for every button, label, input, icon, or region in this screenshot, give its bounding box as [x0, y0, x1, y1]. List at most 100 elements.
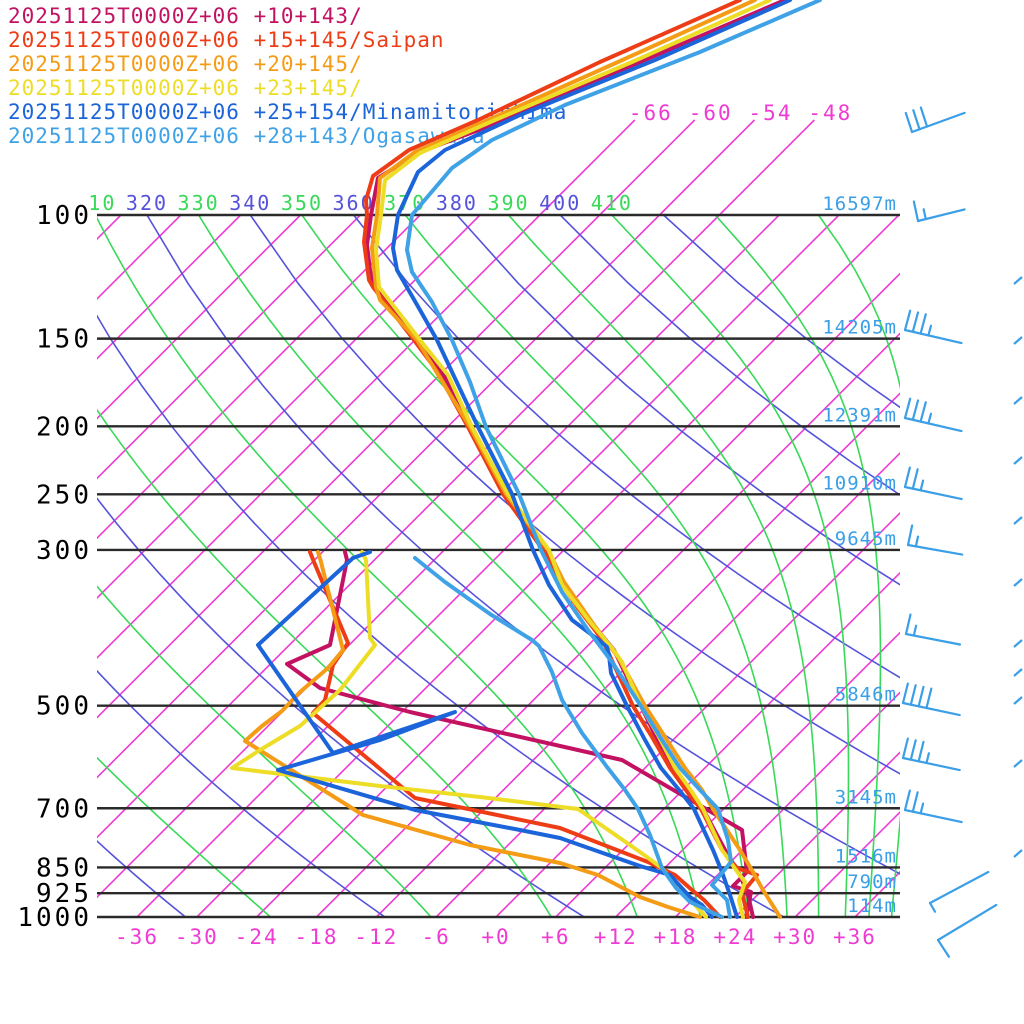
height-label: 16597m — [822, 193, 897, 215]
temp-axis-label: +36 — [833, 925, 877, 949]
pressure-axis-label: 1000 — [17, 903, 92, 933]
isotherm-line — [854, 870, 900, 917]
moist-adiabat-line — [97, 408, 553, 917]
wind-barb — [903, 789, 963, 824]
legend-text: 20251125T0000Z+06 +20+145/ — [8, 52, 363, 76]
wind-barb — [901, 682, 961, 717]
legend-line-2: 20251125T0000Z+06 +15+145/Saipan — [8, 28, 567, 52]
temp-axis-label: +30 — [773, 925, 817, 949]
moist-adiabat-line — [611, 215, 850, 917]
wind-barb — [904, 106, 966, 134]
wind-barb-fragment — [1013, 516, 1023, 525]
isotherm-line-extension — [718, 119, 815, 216]
sounding-dewpoint-trace — [256, 550, 714, 919]
pressure-axis-label: 300 — [36, 536, 92, 566]
temp-axis-label: -6 — [422, 925, 451, 949]
dry-adiabat-line — [352, 215, 900, 679]
legend-text: 20251125T0000Z+06 +25+154/Minamitorishim… — [8, 100, 568, 124]
isotherm-line — [97, 215, 601, 719]
legend-text: 20251125T0000Z+06 +15+145/Saipan — [8, 28, 445, 52]
dry-adiabat-top-label: 400 — [539, 191, 581, 215]
dry-adiabat-line — [97, 314, 786, 917]
dry-adiabat-top-label: 320 — [126, 191, 168, 215]
pressure-axis-label: 100 — [36, 201, 92, 231]
legend-line-4: 20251125T0000Z+06 +23+145/ — [8, 76, 567, 100]
legend-line-6: 20251125T0000Z+06 +28+143/Ogasawara — [8, 124, 567, 148]
moist-adiabat-top-label: 390 — [487, 191, 529, 215]
moist-adiabat-top-label: 330 — [178, 191, 220, 215]
legend-line-1: 20251125T0000Z+06 +10+143/ — [8, 4, 567, 28]
height-label: 114m — [847, 895, 897, 917]
legend-text: 20251125T0000Z+06 +10+143/ — [8, 4, 363, 28]
legend-text: 20251125T0000Z+06 +28+143/Ogasawara — [8, 124, 486, 148]
temp-axis-label: +0 — [481, 925, 510, 949]
wind-barb — [904, 613, 962, 646]
isotherm-line — [256, 272, 900, 917]
sounding-legend: 20251125T0000Z+06 +10+143/ 20251125T0000… — [8, 4, 567, 148]
pressure-axis-label: 250 — [36, 480, 92, 510]
dry-adiabat-top-label: 380 — [436, 191, 478, 215]
wind-barb — [936, 903, 998, 958]
legend-line-3: 20251125T0000Z+06 +20+145/ — [8, 52, 567, 76]
isotherm-top-label: -48 — [808, 101, 852, 125]
legend-text: 20251125T0000Z+06 +23+145/ — [8, 76, 363, 100]
dry-adiabat-top-label: 360 — [333, 191, 375, 215]
wind-barb-fragment — [1013, 849, 1023, 858]
legend-line-5: 20251125T0000Z+06 +25+154/Minamitorishim… — [8, 100, 567, 124]
height-label: 1516m — [835, 845, 897, 867]
wind-barb-fragment — [1013, 456, 1023, 465]
wind-barb — [928, 870, 990, 913]
sounding-dewpoint-trace — [230, 550, 708, 919]
isotherm-line — [315, 332, 900, 917]
moist-adiabat-top-label: 350 — [281, 191, 323, 215]
height-label: 3145m — [835, 786, 897, 808]
dry-adiabat-line — [456, 215, 900, 586]
wind-barb-fragment — [1013, 276, 1023, 285]
moist-adiabat-top-label: 310 — [74, 191, 116, 215]
pressure-axis-label: 925 — [36, 879, 92, 909]
sounding-dewpoint-trace — [308, 550, 722, 919]
moist-adiabat-line — [507, 215, 820, 917]
isotherm-line — [674, 691, 900, 917]
isotherm-line — [0, 215, 61, 917]
isotherm-line — [97, 215, 481, 600]
temp-axis-label: -24 — [235, 925, 279, 949]
temp-axis-label: +24 — [713, 925, 757, 949]
temp-axis-label: -12 — [354, 925, 398, 949]
moist-adiabat-line — [97, 216, 639, 917]
isotherm-line-extension — [599, 119, 696, 216]
moist-adiabat-line — [97, 756, 272, 917]
height-label: 790m — [847, 871, 897, 893]
temp-axis-label: -30 — [175, 925, 219, 949]
dry-adiabat-line — [97, 669, 387, 917]
sounding-dewpoint-trace — [413, 556, 724, 919]
isotherm-top-label: -60 — [689, 101, 733, 125]
height-label: 12391m — [822, 404, 897, 426]
isotherm-line-extension — [658, 119, 756, 216]
pressure-axis-label: 850 — [36, 853, 92, 883]
isotherm-line — [97, 215, 302, 420]
isotherm-line — [0, 215, 1, 917]
isotherm-line — [97, 215, 780, 899]
moist-adiabat-line — [817, 215, 900, 917]
pressure-axis-label: 200 — [36, 412, 92, 442]
isotherm-line — [196, 215, 900, 917]
moist-adiabat-line — [714, 215, 882, 917]
isotherm-line — [97, 215, 182, 300]
isotherm-line — [97, 215, 242, 360]
isotherm-line — [555, 571, 900, 917]
wind-barb — [901, 737, 961, 772]
wind-barb-fragment — [1013, 396, 1023, 405]
isotherm-line — [97, 215, 361, 480]
isotherm-line — [375, 392, 900, 917]
isotherm-line — [615, 631, 900, 917]
pressure-axis-label: 150 — [36, 325, 92, 355]
dry-adiabat-line — [559, 215, 900, 496]
wind-barb-fragment — [1013, 578, 1023, 587]
pressure-axis-label: 700 — [36, 794, 92, 824]
moist-adiabat-line — [404, 215, 788, 917]
dry-adiabat-line — [97, 839, 187, 917]
isotherm-line — [435, 452, 900, 917]
dry-adiabat-top-label: 340 — [229, 191, 271, 215]
